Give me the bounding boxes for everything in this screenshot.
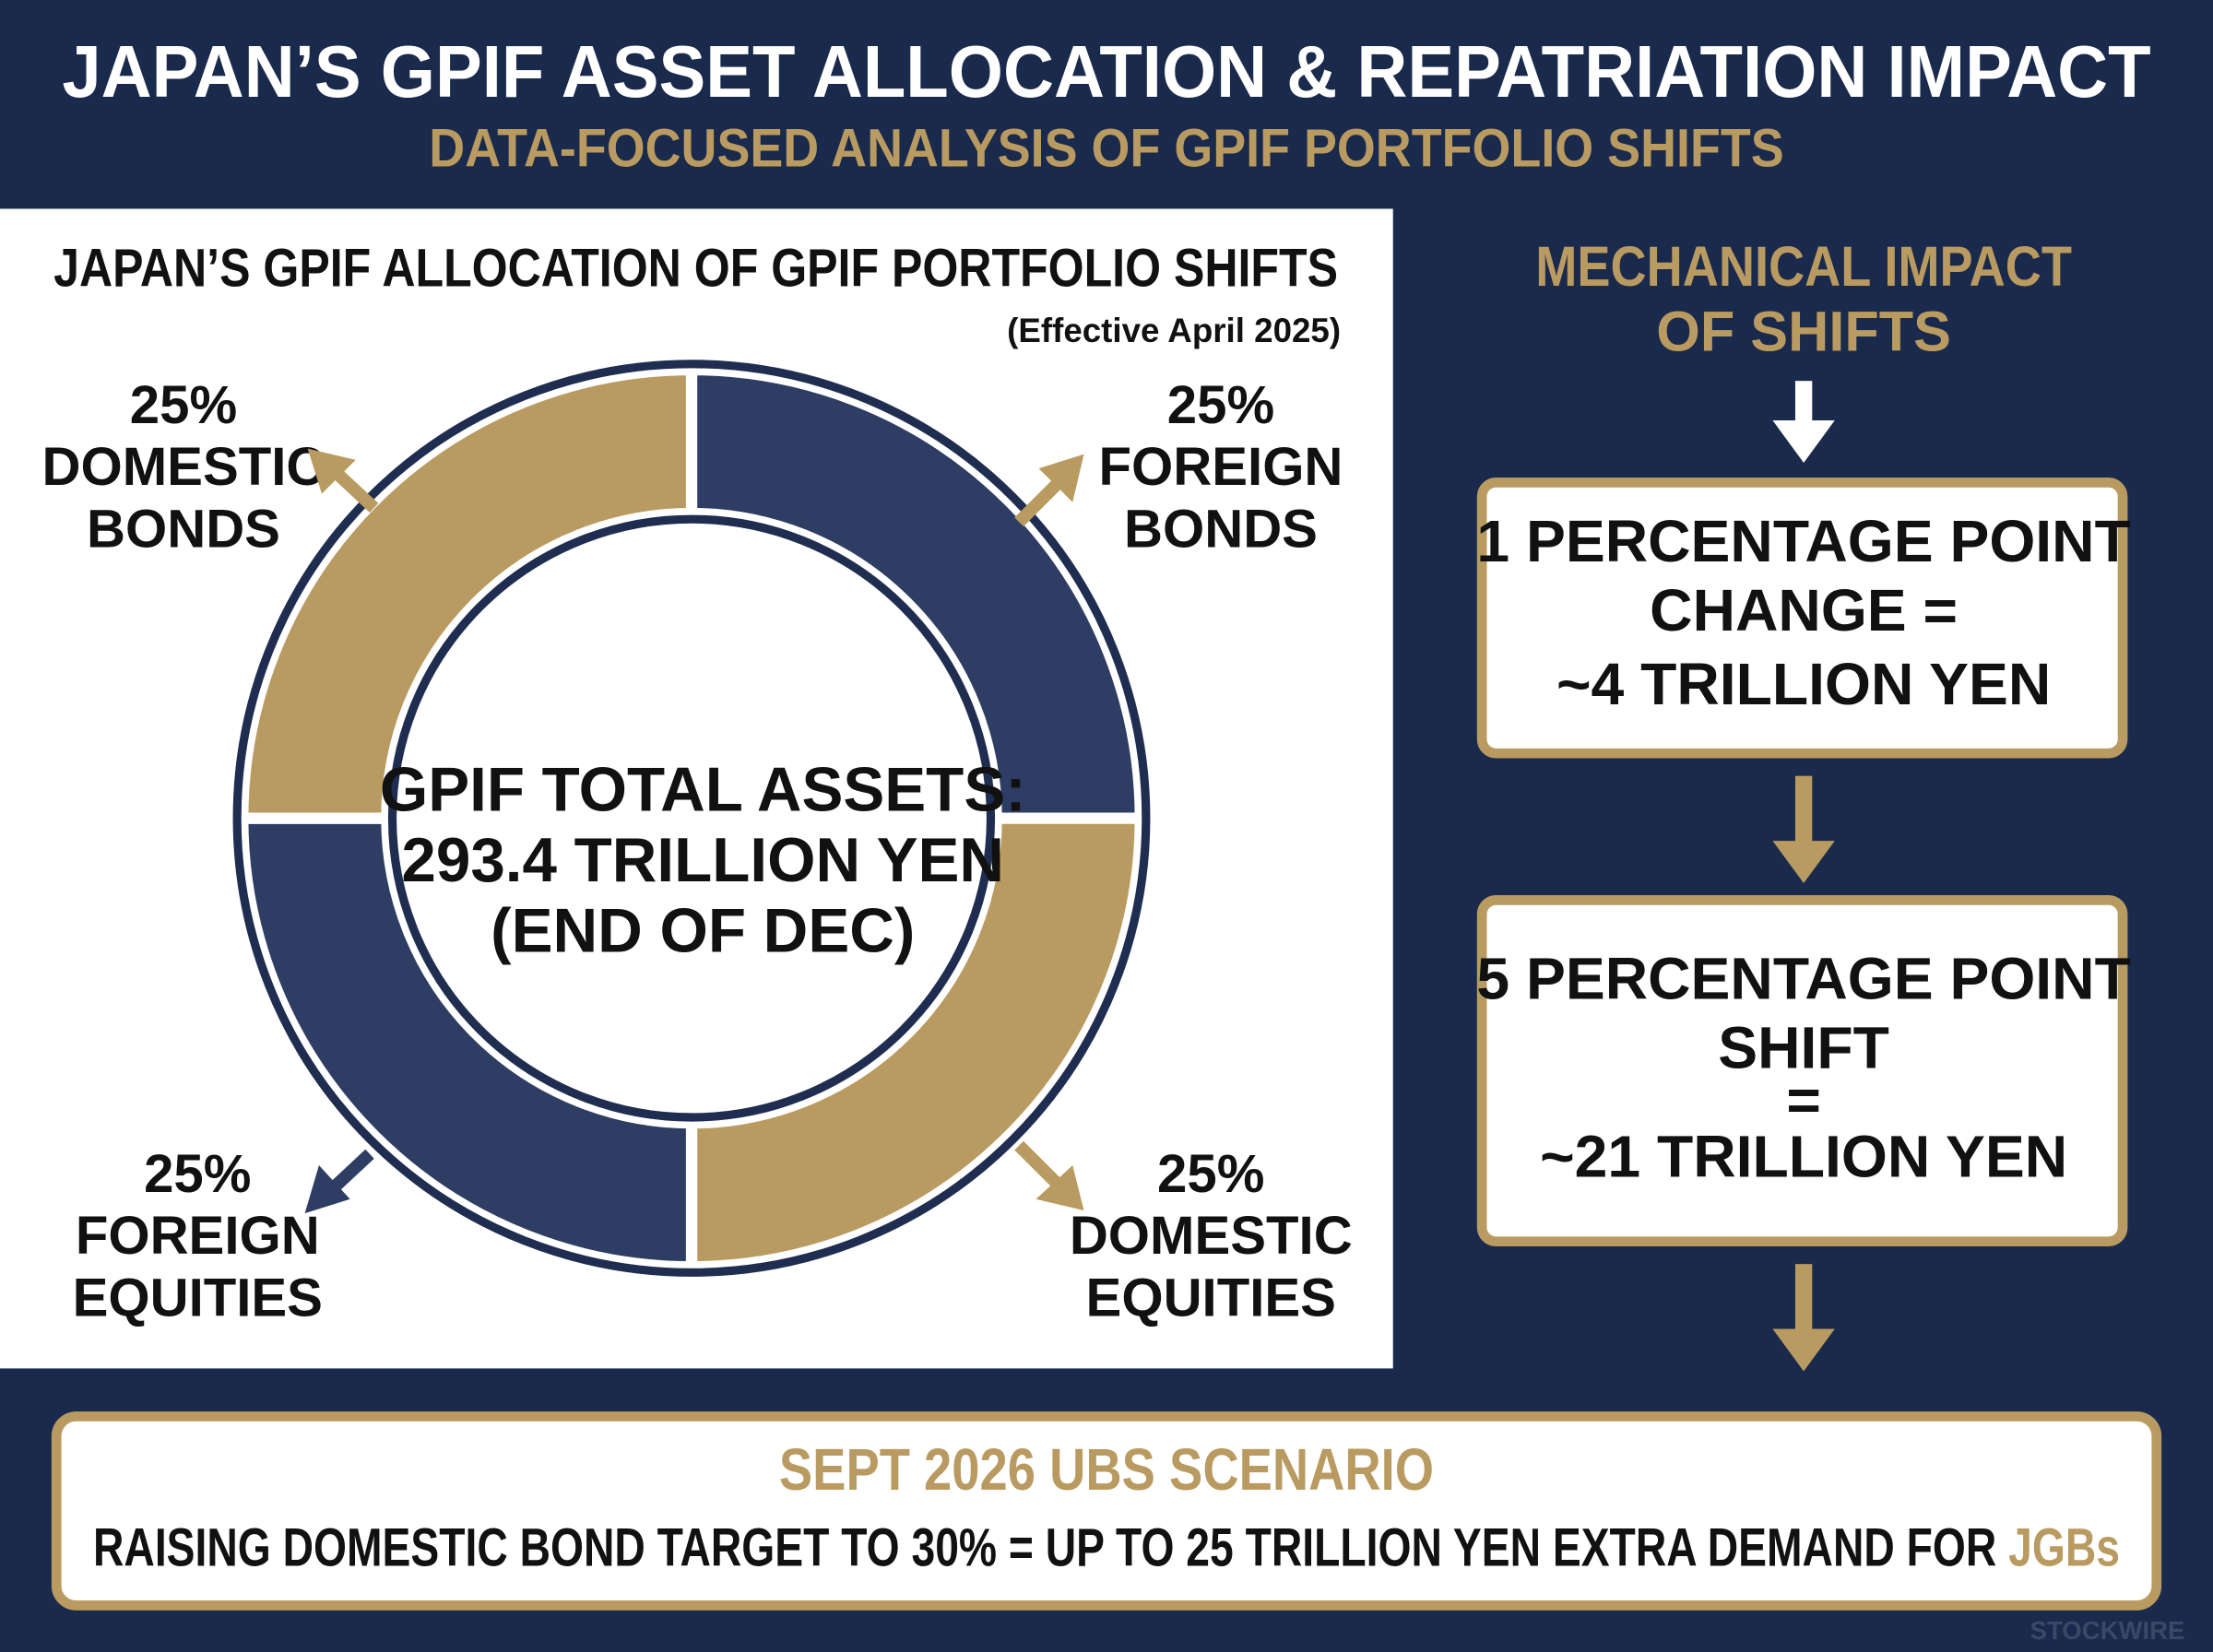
scenario-line: RAISING DOMESTIC BOND TARGET TO 30% = UP… <box>93 1518 1996 1578</box>
slice-value-label: 25% <box>144 1144 251 1204</box>
donut-outline <box>387 514 996 1122</box>
arrows <box>304 448 1084 1214</box>
impact-title: OF SHIFTS <box>1656 300 1951 362</box>
impact-box <box>1476 478 2128 759</box>
scenario-text: RAISING DOMESTIC BOND TARGET TO 30% = UP… <box>93 1518 2120 1578</box>
watermark: STOCKWIRE <box>2030 1616 2185 1645</box>
chart-subtitle: (Effective April 2025) <box>1007 312 1341 349</box>
slice-value-label: 25% <box>130 375 237 435</box>
donut-segment <box>237 812 698 1273</box>
impact-box <box>1476 894 2128 1247</box>
impact-text: ~4 TRILLION YEN <box>1556 651 2051 717</box>
slice-label: FOREIGN EQUITIES <box>73 1207 323 1328</box>
flow-arrow <box>1772 381 1835 463</box>
center-label: GPIF TOTAL ASSETS: <box>380 755 1026 824</box>
slice-value-label: 25% <box>1167 375 1274 435</box>
impact-text: = <box>1786 1067 1821 1133</box>
flow-arrow <box>1772 775 1835 883</box>
impact-text: SHIFT <box>1718 1015 1889 1081</box>
scenario-title: SEPT 2026 UBS SCENARIO <box>779 1436 1434 1503</box>
scenario-box <box>51 1411 2162 1611</box>
slice-label: DOMESTIC BONDS <box>42 437 325 559</box>
impact-text: CHANGE = <box>1650 577 1958 643</box>
donut-outline <box>232 360 1151 1277</box>
slice-label: FOREIGN BONDS <box>1099 437 1343 559</box>
donut-segment <box>685 812 1146 1273</box>
donut-segment <box>237 363 698 824</box>
scenario-highlight: JGBs <box>2008 1518 2120 1578</box>
center-label: 293.4 TRILLION YEN <box>401 826 1004 895</box>
title: JAPAN’S GPIF ASSET ALLOCATION & REPATRIA… <box>62 30 2150 112</box>
impact-text: ~21 TRILLION YEN <box>1540 1123 2067 1189</box>
slice-value-label: 25% <box>1157 1144 1264 1204</box>
flow-arrow <box>1772 1264 1835 1372</box>
chart-title: JAPAN’S GPIF ALLOCATION OF GPIF PORTFOLI… <box>53 239 1338 299</box>
impact-title: MECHANICAL IMPACT <box>1535 235 2072 298</box>
slice-label: DOMESTIC EQUITIES <box>1070 1207 1353 1328</box>
impact-text: 1 PERCENTAGE POINT <box>1476 508 2130 574</box>
center-label: (END OF DEC) <box>491 896 915 965</box>
donut-segment <box>685 363 1146 824</box>
impact-text: 5 PERCENTAGE POINT <box>1476 946 2130 1012</box>
subtitle: DATA-FOCUSED ANALYSIS OF GPIF PORTFOLIO … <box>429 119 1783 179</box>
